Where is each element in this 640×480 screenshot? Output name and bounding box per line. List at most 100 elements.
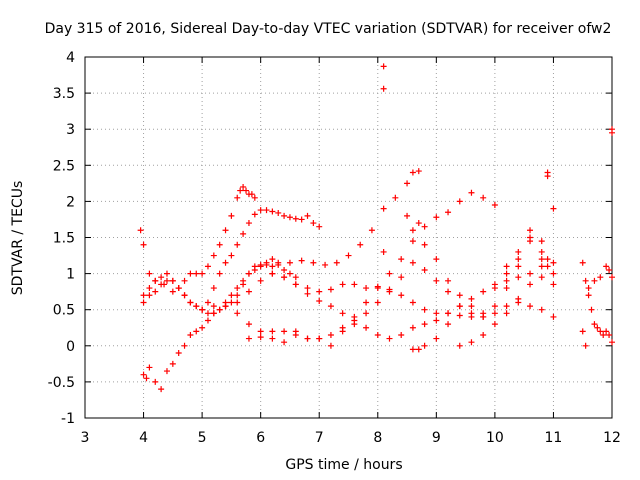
data-point — [339, 281, 346, 288]
data-point — [222, 299, 229, 306]
data-point — [275, 209, 282, 216]
data-point — [606, 331, 613, 338]
data-point — [169, 360, 176, 367]
data-point — [204, 299, 211, 306]
data-point — [538, 274, 545, 281]
x-tick-label: 7 — [315, 430, 324, 446]
data-point — [286, 270, 293, 277]
data-point — [137, 227, 144, 234]
data-point — [304, 285, 311, 292]
data-point — [538, 263, 545, 270]
data-point — [550, 281, 557, 288]
data-point — [234, 310, 241, 317]
data-point — [228, 212, 235, 219]
data-point — [456, 292, 463, 299]
data-point — [216, 241, 223, 248]
data-point — [275, 259, 282, 266]
data-point — [204, 310, 211, 317]
data-point — [579, 328, 586, 335]
data-point — [538, 248, 545, 255]
data-point — [281, 212, 288, 219]
data-point — [292, 328, 299, 335]
data-point — [152, 277, 159, 284]
series-track-l — [579, 263, 615, 349]
data-point — [292, 215, 299, 222]
data-point — [515, 248, 522, 255]
data-point — [591, 321, 598, 328]
y-tick-label: 2 — [66, 194, 75, 210]
data-point — [351, 321, 358, 328]
data-point — [480, 288, 487, 295]
data-point — [433, 277, 440, 284]
data-point — [175, 350, 182, 357]
data-point — [538, 256, 545, 263]
data-point — [240, 183, 247, 190]
data-point — [240, 230, 247, 237]
data-point — [515, 274, 522, 281]
data-point — [245, 288, 252, 295]
data-point — [181, 292, 188, 299]
data-point — [398, 292, 405, 299]
series-track-d — [140, 256, 299, 393]
data-point — [386, 335, 393, 342]
data-point — [175, 285, 182, 292]
data-point — [199, 324, 206, 331]
data-point — [468, 189, 475, 196]
data-point — [404, 212, 411, 219]
data-point — [415, 220, 422, 227]
data-point — [421, 266, 428, 273]
data-point — [468, 339, 475, 346]
data-point — [216, 270, 223, 277]
data-point — [257, 334, 264, 341]
data-point — [527, 234, 534, 241]
data-point — [503, 263, 510, 270]
y-tick-label: 2.5 — [53, 158, 75, 174]
data-point — [322, 261, 329, 268]
data-point — [421, 241, 428, 248]
data-point — [398, 256, 405, 263]
data-point — [609, 274, 615, 281]
data-point — [544, 169, 551, 176]
series-track-k — [579, 259, 615, 346]
data-point — [515, 263, 522, 270]
data-point — [380, 205, 387, 212]
data-point — [409, 259, 416, 266]
data-point — [210, 285, 217, 292]
data-point — [237, 187, 244, 194]
data-point — [269, 335, 276, 342]
grid — [85, 57, 612, 418]
data-point — [594, 324, 601, 331]
data-point — [234, 292, 241, 299]
data-point — [491, 285, 498, 292]
data-point — [527, 281, 534, 288]
y-tick-label: 3.5 — [53, 86, 75, 102]
data-point — [251, 194, 258, 201]
data-point — [333, 259, 340, 266]
data-point — [591, 277, 598, 284]
data-point — [234, 241, 241, 248]
data-point — [503, 285, 510, 292]
data-point — [281, 266, 288, 273]
data-point — [491, 303, 498, 310]
data-point — [193, 328, 200, 335]
data-point — [257, 277, 264, 284]
data-point — [582, 277, 589, 284]
data-point — [146, 364, 153, 371]
data-point — [597, 328, 604, 335]
data-point — [263, 259, 270, 266]
data-point — [152, 288, 159, 295]
data-point — [316, 335, 323, 342]
x-tick-label: 11 — [545, 430, 563, 446]
y-tick-label: 0.5 — [53, 303, 75, 319]
data-point — [609, 339, 615, 346]
data-point — [316, 298, 323, 305]
data-point — [216, 306, 223, 313]
data-point — [310, 259, 317, 266]
data-point — [327, 342, 334, 349]
data-point — [234, 194, 241, 201]
data-point — [304, 335, 311, 342]
series-track-c — [140, 168, 422, 317]
data-point — [380, 63, 387, 70]
data-point — [363, 324, 370, 331]
